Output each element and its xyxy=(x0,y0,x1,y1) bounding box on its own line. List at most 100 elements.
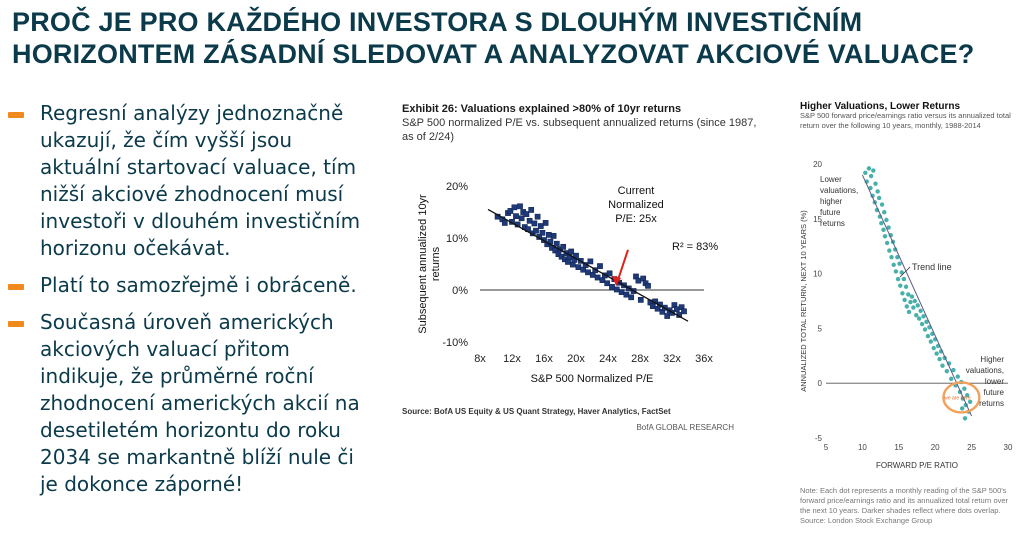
chart2-point xyxy=(919,321,925,327)
chart2-higher-label: returns xyxy=(979,399,1004,408)
chart2-point xyxy=(903,284,909,289)
chart1-source: Source: BofA US Equity & US Quant Strate… xyxy=(402,407,671,416)
chart2-ytick-label: 10 xyxy=(813,270,822,279)
chart1-point xyxy=(594,274,601,281)
bullet-text: Současná úroveň amerických akciových val… xyxy=(40,310,360,496)
chart1-xtick-label: 36x xyxy=(695,353,713,365)
chart2-point xyxy=(901,276,907,282)
chart2-point xyxy=(955,374,960,379)
chart1-ytick-label: 20% xyxy=(446,181,468,193)
chart2-point xyxy=(951,367,956,373)
chart1-plot-area: 20% 10% 0% -10% 8x 12x 16x 20x 24x 28x 32x 36x Curre… xyxy=(417,181,718,385)
chart2-ytick-label: 20 xyxy=(813,160,822,169)
chart1-point xyxy=(589,272,596,278)
chart2-point xyxy=(925,333,931,339)
chart2-trend-pointer xyxy=(899,266,911,278)
chart1-ytick-label: -10% xyxy=(442,337,468,349)
chart1-point xyxy=(585,269,591,276)
chart2-point xyxy=(914,313,919,318)
chart2-note-wrap: Note: Each dot represents a monthly read… xyxy=(800,486,1008,525)
chart2-point xyxy=(916,316,922,321)
chart2-point xyxy=(895,254,900,260)
chart1-point xyxy=(569,261,576,268)
chart1-title: Exhibit 26: Valuations explained >80% of… xyxy=(402,103,681,115)
chart2-point xyxy=(863,170,868,175)
chart1-point xyxy=(575,264,582,270)
chart2-point xyxy=(944,368,950,374)
bullet-item: Regresní analýzy jednoznačně ukazují, že… xyxy=(8,100,368,262)
chart1-point xyxy=(511,204,518,211)
chart1-point xyxy=(623,291,630,298)
chart2-point xyxy=(912,298,918,304)
chart2-point xyxy=(891,262,896,268)
chart1-point xyxy=(635,277,642,284)
chart1-xtick-label: 28x xyxy=(631,353,649,365)
bullet-marker-icon xyxy=(8,321,24,327)
chart1-point xyxy=(545,232,552,238)
chart1-point xyxy=(542,220,549,226)
chart1-point xyxy=(664,313,671,319)
chart1-ytick-label: 0% xyxy=(452,285,468,297)
chart2-higher-label: valuations, xyxy=(966,366,1004,375)
chart2-point xyxy=(949,376,954,382)
chart2-point xyxy=(967,399,973,405)
chart2-point xyxy=(924,319,929,325)
chart2-trend-line xyxy=(861,174,973,417)
wsj-scatter-chart: Higher Valuations, Lower Returns S&P 500… xyxy=(799,101,1013,525)
chart2-point xyxy=(875,189,880,194)
chart2-lower-label: returns xyxy=(820,219,845,228)
chart1-point xyxy=(534,213,541,220)
chart2-xlabel: FORWARD P/E RATIO xyxy=(876,461,958,470)
chart1-trend-line xyxy=(487,208,689,322)
chart1-point xyxy=(518,215,525,222)
chart1-point xyxy=(606,270,613,277)
bofa-chart-panel: Exhibit 26: Valuations explained >80% of… xyxy=(396,98,768,438)
chart1-subtitle: S&P 500 normalized P/E vs. subsequent an… xyxy=(402,117,757,143)
chart2-xtick-label: 10 xyxy=(858,443,867,452)
chart2-xtick-label: 25 xyxy=(967,443,976,452)
chart1-point xyxy=(637,297,644,303)
bullet-text: Regresní analýzy jednoznačně ukazují, že… xyxy=(40,101,361,260)
bofa-scatter-chart: Exhibit 26: Valuations explained >80% of… xyxy=(402,103,757,432)
chart2-xtick-label: 30 xyxy=(1004,443,1013,452)
chart2-point xyxy=(889,254,894,260)
chart1-point xyxy=(640,275,647,282)
chart2-higher-label: Higher xyxy=(980,355,1004,364)
chart1-r2-label: R² = 83% xyxy=(672,241,718,253)
chart2-xtick-label: 20 xyxy=(931,443,940,452)
chart1-xtick-label: 16x xyxy=(535,353,553,365)
chart1-point xyxy=(560,243,567,250)
wsj-chart-panel: Higher Valuations, Lower Returns S&P 500… xyxy=(790,98,1020,546)
chart2-higher-label: lower xyxy=(985,377,1004,386)
chart2-ytick-label: 15 xyxy=(813,215,822,224)
chart2-point xyxy=(898,283,903,288)
chart2-point xyxy=(906,309,912,315)
chart1-point xyxy=(501,220,508,226)
chart1-point xyxy=(568,248,575,255)
chart2-point xyxy=(918,308,923,314)
chart2-higher-label: future xyxy=(984,388,1005,397)
chart2-point xyxy=(882,234,888,239)
chart1-point xyxy=(553,240,560,247)
chart2-point xyxy=(922,327,928,332)
chart2-point xyxy=(879,202,885,207)
chart2-subtitle-wrap: S&P 500 forward price/earnings ratio ver… xyxy=(800,111,1011,130)
chart2-point xyxy=(882,210,887,215)
chart1-point xyxy=(537,223,544,229)
bullet-marker-icon xyxy=(8,112,24,118)
chart2-point xyxy=(900,291,905,296)
chart2-lower-label: future xyxy=(820,208,841,217)
chart1-ylabel: Subsequent annualized 10yrreturns xyxy=(417,194,442,334)
chart1-point xyxy=(587,258,594,265)
chart2-lower-label: higher xyxy=(820,197,843,206)
chart1-point xyxy=(681,308,687,315)
bullet-list: Regresní analýzy jednoznačně ukazují, že… xyxy=(8,100,368,508)
chart1-point xyxy=(565,259,571,265)
chart2-point xyxy=(931,345,936,351)
chart2-point xyxy=(868,173,874,179)
chart2-trend-label: Trend line xyxy=(912,262,952,272)
chart2-point xyxy=(908,299,913,305)
chart2-point xyxy=(965,393,970,398)
chart1-point xyxy=(513,213,519,220)
chart2-title: Higher Valuations, Lower Returns xyxy=(800,101,960,112)
